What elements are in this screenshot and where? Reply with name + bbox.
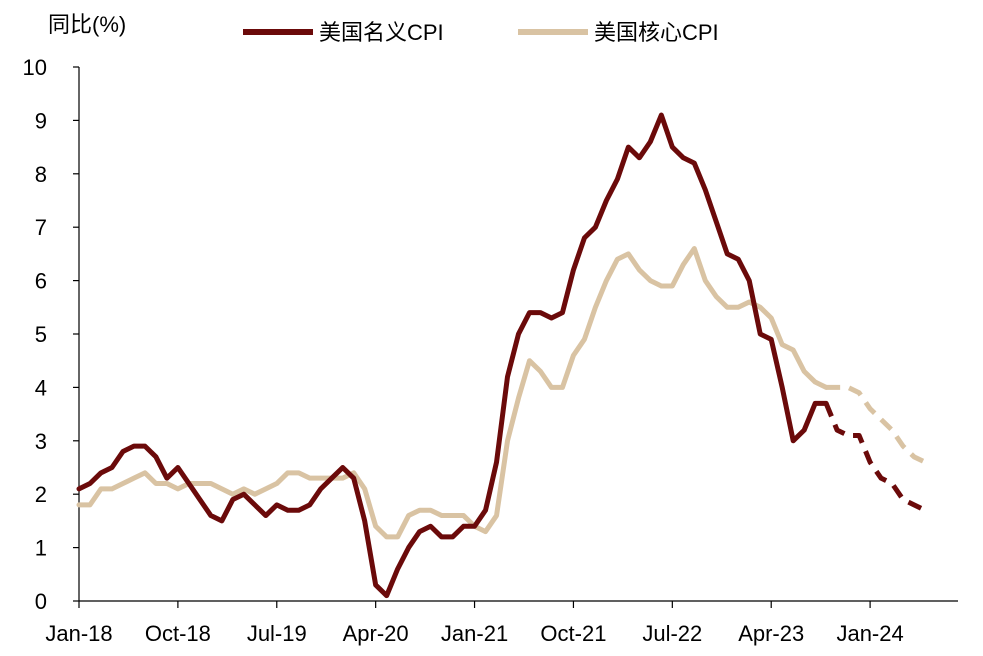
y-tick-label: 0: [35, 589, 47, 614]
x-axis: Jan-18 Oct-18 Jul-19 Apr-20 Jan-21 Oct-21 Jul-…: [45, 600, 958, 646]
series-layer: [76, 112, 927, 599]
y-tick-label: 5: [35, 322, 47, 347]
series-line-headline-cpi-actual: [76, 112, 829, 599]
x-tick-label: Oct-21: [540, 621, 606, 646]
x-tick-label: Apr-20: [343, 621, 409, 646]
series-line-core-cpi-forecast: [826, 384, 927, 465]
y-tick-label: 3: [35, 429, 47, 454]
legend-label-core-cpi: 美国核心CPI: [594, 20, 719, 45]
y-tick-label: 1: [35, 536, 47, 561]
y-tick-label: 6: [35, 269, 47, 294]
legend: 美国名义CPI 美国核心CPI: [243, 20, 719, 45]
y-tick-label: 9: [35, 108, 47, 133]
y-tick-label: 2: [35, 482, 47, 507]
y-tick-label: 4: [35, 375, 47, 400]
series-line-headline-cpi-forecast: [823, 402, 927, 513]
x-tick-label: Jan-24: [836, 621, 903, 646]
x-tick-label: Jan-18: [45, 621, 112, 646]
y-axis-label: 同比(%): [48, 12, 126, 37]
x-tick-label: Jul-19: [247, 621, 307, 646]
x-tick-label: Jan-21: [441, 621, 508, 646]
x-tick-label: Jul-22: [642, 621, 702, 646]
y-tick-label: 8: [35, 162, 47, 187]
y-tick-label: 7: [35, 215, 47, 240]
series-line-core-cpi-actual: [76, 246, 829, 540]
x-tick-label: Apr-23: [738, 621, 804, 646]
legend-label-headline-cpi: 美国名义CPI: [319, 20, 444, 45]
x-tick-label: Oct-18: [145, 621, 211, 646]
y-tick-label: 10: [23, 55, 47, 80]
y-axis: 0 1 2 3 4 5 6 7 8 9 10: [23, 55, 80, 614]
